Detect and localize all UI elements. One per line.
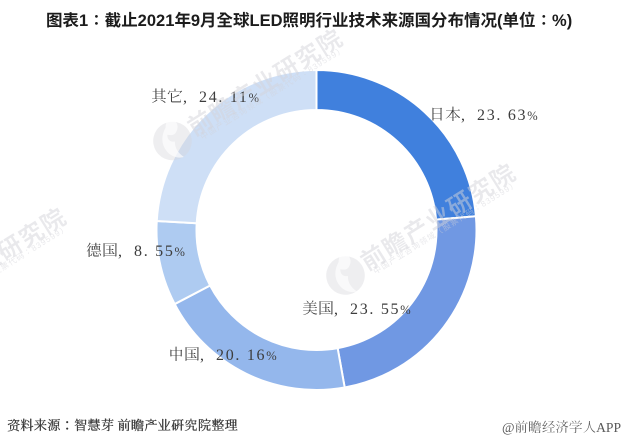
- svg-text:中国产业咨询领域（股票代码：839599）: 中国产业咨询领域（股票代码：839599）: [371, 178, 519, 276]
- svg-text:中国产业咨询领域（股票代码：839599）: 中国产业咨询领域（股票代码：839599）: [198, 44, 346, 142]
- svg-text:前瞻产业研究院: 前瞻产业研究院: [183, 25, 348, 142]
- svg-text:前瞻产业研究院: 前瞻产业研究院: [356, 159, 521, 276]
